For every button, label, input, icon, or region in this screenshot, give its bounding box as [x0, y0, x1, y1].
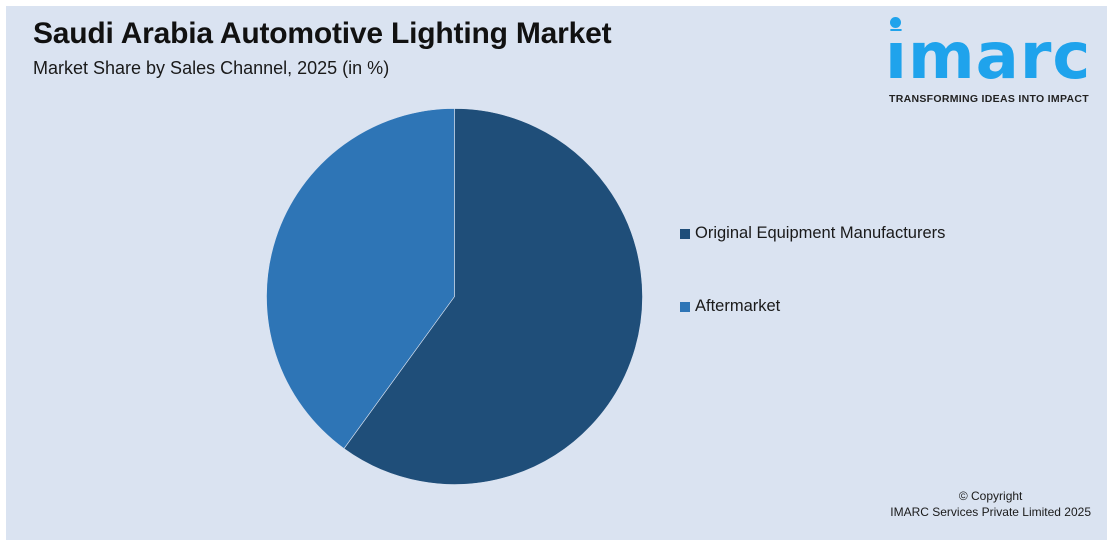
copyright-line-2: IMARC Services Private Limited 2025: [890, 505, 1091, 519]
legend-item-oem: Original Equipment Manufacturers: [680, 224, 945, 243]
pie-chart: [266, 108, 643, 485]
chart-subtitle: Market Share by Sales Channel, 2025 (in …: [33, 58, 390, 78]
pie-slice-oem: [343, 108, 643, 485]
logo-wordmark: imarc: [885, 20, 1092, 94]
copyright-line-1: © Copyright: [958, 489, 1023, 503]
imarc-logo: imarc TRANSFORMING IDEAS INTO IMPACT: [885, 14, 1100, 109]
pie-slice-aftermarket: [266, 108, 455, 450]
logo-dot-icon: [890, 17, 901, 28]
logo-dot-mask: [888, 31, 904, 43]
copyright-notice: © Copyright IMARC Services Private Limit…: [890, 488, 1091, 520]
legend-label-oem: Original Equipment Manufacturers: [695, 224, 946, 242]
legend-swatch-aftermarket: [680, 301, 690, 312]
legend-swatch-oem: [680, 228, 690, 239]
legend-label-aftermarket: Aftermarket: [695, 297, 781, 315]
legend-item-aftermarket: Aftermarket: [680, 297, 780, 316]
chart-title: Saudi Arabia Automotive Lighting Market: [33, 17, 612, 50]
logo-tagline: TRANSFORMING IDEAS INTO IMPACT: [889, 93, 1089, 105]
